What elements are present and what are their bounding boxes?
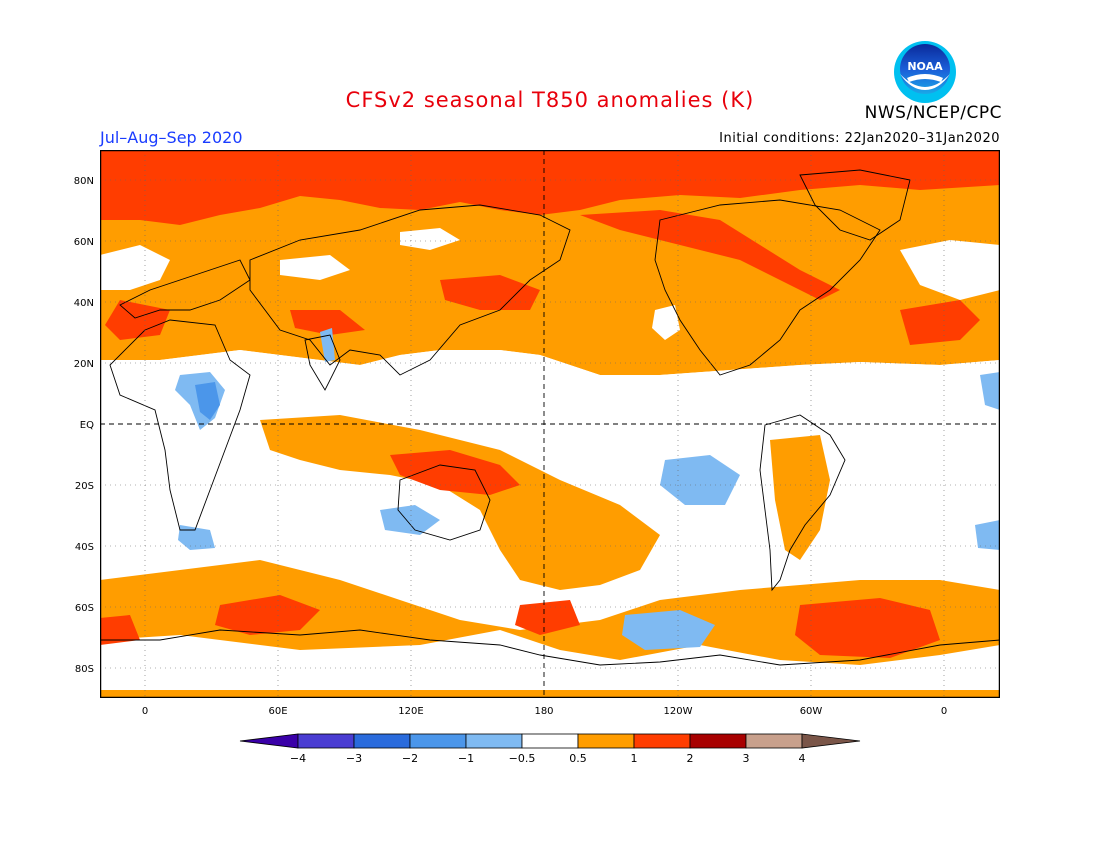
graticule: [100, 150, 1000, 698]
anomaly-region: [390, 450, 520, 495]
lon-label: 120W: [664, 706, 693, 717]
lat-label: 20N: [74, 359, 94, 370]
latitude-axis: 80N 60N 40N 20N EQ 20S 40S 60S 80S: [74, 176, 94, 675]
anomaly-region: [515, 600, 580, 635]
season-label: Jul–Aug–Sep 2020: [100, 128, 243, 147]
coastline-south-america: [759, 414, 846, 592]
anomaly-region: [900, 300, 980, 345]
initial-conditions-label: Initial conditions: 22Jan2020–31Jan2020: [719, 131, 1000, 146]
colorbar-bin: [633, 733, 691, 749]
anomaly-region: [105, 300, 170, 340]
lon-label: 60E: [268, 706, 287, 717]
colorbar-bin: [409, 733, 467, 749]
coastline-india: [304, 334, 341, 391]
colorbar-bin: [801, 733, 861, 749]
lat-label: 40N: [74, 298, 94, 309]
colorbar-bins: [239, 733, 861, 749]
svg-text:NOAA: NOAA: [907, 60, 943, 73]
coastline-australia: [397, 464, 491, 541]
colorbar-label: −0.5: [509, 752, 536, 765]
anomaly-region: [975, 520, 1000, 550]
anomaly-region: [100, 245, 170, 290]
colorbar-label: −4: [290, 752, 306, 765]
anomaly-field: [100, 150, 1000, 698]
colorbar-bin: [465, 733, 523, 749]
colorbar-bin: [577, 733, 635, 749]
map-frame: [100, 150, 1000, 698]
anomaly-region: [795, 598, 940, 658]
anomaly-region: [100, 615, 140, 645]
colorbar: −4 −3 −2 −1 −0.5 0.5 1 2 3 4: [239, 733, 861, 765]
anomaly-region: [380, 505, 440, 535]
anomaly-region: [900, 240, 1000, 300]
colorbar-bin: [521, 733, 579, 749]
anomaly-map: [100, 150, 1000, 698]
colorbar-label: 3: [743, 752, 750, 765]
anomaly-region: [660, 455, 740, 505]
anomaly-region: [580, 210, 840, 300]
map-title: CFSv2 seasonal T850 anomalies (K): [345, 88, 755, 112]
lat-label: 80S: [75, 664, 94, 675]
colorbar-label: −1: [458, 752, 474, 765]
longitude-axis: 0 60E 120E 180 120W 60W 0: [142, 706, 947, 717]
colorbar-bin: [297, 733, 355, 749]
anomaly-region: [652, 305, 680, 340]
anomaly-region: [440, 275, 540, 310]
coastline-africa: [109, 319, 251, 531]
lon-label: 60W: [800, 706, 823, 717]
anomaly-region: [215, 595, 320, 635]
colorbar-label: 2: [687, 752, 694, 765]
colorbar-label: −2: [402, 752, 418, 765]
coastline-antarctica: [100, 629, 1000, 666]
anomaly-region: [290, 310, 365, 335]
reference-lines: [100, 150, 1000, 698]
coastline-greenland: [799, 169, 911, 241]
lon-label: 0: [142, 706, 148, 717]
anomaly-region: [100, 150, 1000, 225]
anomaly-region: [400, 228, 460, 250]
colorbar-label: −3: [346, 752, 362, 765]
coastline-north-america: [654, 199, 881, 376]
anomaly-region: [622, 610, 715, 650]
colorbar-bin: [353, 733, 411, 749]
noaa-logo: NOAA: [894, 41, 956, 103]
anomaly-region: [195, 382, 220, 420]
coastline-asia: [249, 204, 571, 376]
anomaly-region: [100, 630, 1000, 690]
colorbar-label: 1: [631, 752, 638, 765]
lon-label: 0: [941, 706, 947, 717]
agency-label: NWS/NCEP/CPC: [864, 103, 1002, 123]
colorbar-label: 4: [799, 752, 806, 765]
anomaly-region: [980, 372, 1000, 410]
lat-label: 60N: [74, 237, 94, 248]
lat-label: 20S: [75, 481, 94, 492]
colorbar-labels: −4 −3 −2 −1 −0.5 0.5 1 2 3 4: [290, 752, 806, 765]
coastlines: [100, 169, 1000, 666]
lat-label: 80N: [74, 176, 94, 187]
anomaly-region: [280, 255, 350, 280]
colorbar-bin: [745, 733, 803, 749]
lon-label: 180: [534, 706, 553, 717]
anomaly-region: [178, 525, 215, 550]
lat-label: 60S: [75, 603, 94, 614]
colorbar-label: 0.5: [569, 752, 587, 765]
lat-label: 40S: [75, 542, 94, 553]
lat-label: EQ: [80, 420, 94, 431]
colorbar-bin: [239, 733, 299, 749]
anomaly-region: [770, 435, 830, 560]
lon-label: 120E: [398, 706, 423, 717]
colorbar-bin: [689, 733, 747, 749]
